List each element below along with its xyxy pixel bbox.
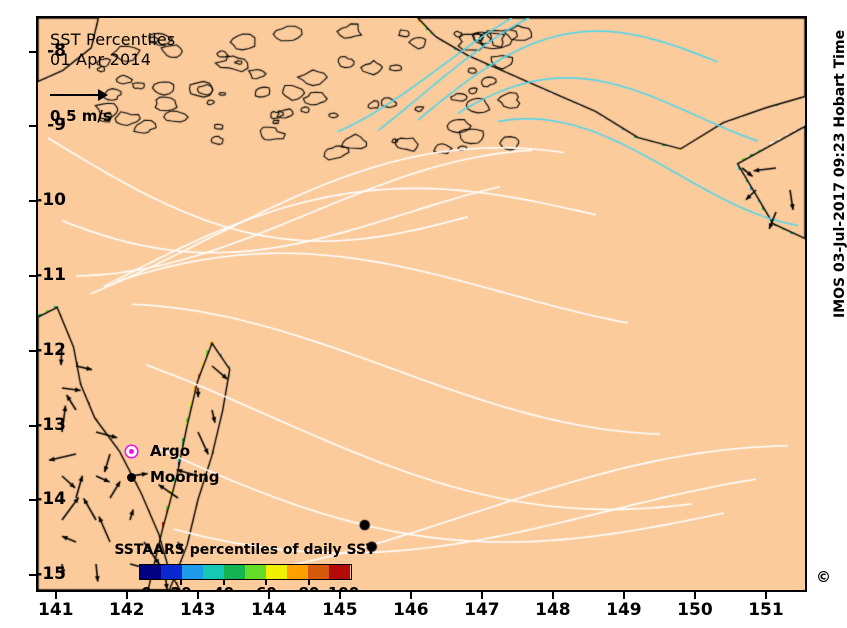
x-axis-tick-label: 141: [38, 600, 74, 620]
x-axis-tick: [338, 592, 341, 599]
y-axis-tick-label: -9: [47, 115, 66, 136]
sst-percentile-raster: [38, 18, 805, 590]
y-axis-tick-label: -10: [35, 190, 66, 211]
arrow-right-icon: [50, 88, 112, 102]
copyright-icon: ©: [816, 568, 831, 586]
colorbar-band-1: [160, 565, 182, 579]
y-axis-tick: [29, 125, 36, 128]
y-axis-tick-label: -15: [35, 564, 66, 585]
x-axis-tick: [409, 592, 412, 599]
y-axis-tick: [29, 499, 36, 502]
colorbar-band-4: [223, 565, 245, 579]
colorbar-tick: [180, 580, 183, 585]
colorbar-ticks: 0 20 40 60 80 100: [139, 580, 359, 590]
x-axis-tick: [196, 592, 199, 599]
x-axis-tick-label: 142: [109, 600, 145, 620]
x-axis-tick: [125, 592, 128, 599]
colorbar-tick: [222, 580, 225, 585]
colorbar-band-7: [287, 565, 309, 579]
legend-item-mooring: Mooring: [116, 464, 220, 490]
x-axis-tick-label: 144: [251, 600, 287, 620]
colorbar-tick-label: 100: [328, 584, 359, 590]
y-axis-tick: [29, 200, 36, 203]
y-axis-tick-label: -11: [35, 264, 66, 285]
legend-label-argo: Argo: [150, 442, 191, 460]
colorbar-band-9: [329, 565, 351, 579]
legend-label-mooring: Mooring: [150, 468, 220, 486]
colorbar-tick-label: 0: [141, 584, 151, 590]
colorbar-tick-label: 80: [298, 584, 319, 590]
map-date: 01 Apr 2014: [50, 50, 152, 69]
colorbar-band-6: [266, 565, 288, 579]
x-axis-tick-label: 147: [464, 600, 500, 620]
y-axis-tick: [29, 274, 36, 277]
x-axis-tick: [622, 592, 625, 599]
y-axis-tick: [29, 574, 36, 577]
x-axis-tick-label: 149: [606, 600, 642, 620]
vector-scale-key: 0.5 m/s: [50, 88, 200, 125]
mooring-icon: [116, 472, 146, 482]
y-axis-tick-label: -8: [47, 40, 66, 61]
y-axis-tick-label: -13: [35, 414, 66, 435]
colorbar-band-8: [308, 565, 330, 579]
x-axis-tick: [693, 592, 696, 599]
colorbar-band-2: [181, 565, 203, 579]
colorbar-tick: [265, 580, 268, 585]
y-axis-tick-label: -12: [35, 339, 66, 360]
colorbar-band-0: [139, 565, 161, 579]
map-plot-area: SST Percentiles 01 Apr 2014 0.5 m/s Argo: [36, 16, 807, 592]
x-axis-tick-label: 148: [535, 600, 571, 620]
x-axis-tick: [551, 592, 554, 599]
credit-text: IMOS 03-Jul-2017 09:23 Hobart Time: [832, 29, 847, 318]
colorbar-gradient: [138, 564, 352, 580]
page-title: SST Percentiles: [50, 30, 176, 49]
colorbar-band-5: [244, 565, 267, 579]
marker-legend: Argo Mooring: [116, 438, 220, 490]
x-axis-tick: [54, 592, 57, 599]
colorbar-band-3: [202, 565, 224, 579]
argo-float-icon: [116, 445, 146, 457]
y-axis-tick: [29, 50, 36, 53]
colorbar-tick-label: 40: [213, 584, 234, 590]
x-axis-tick: [267, 592, 270, 599]
map-title-block: SST Percentiles 01 Apr 2014: [50, 30, 175, 70]
y-axis-tick-label: -14: [35, 489, 66, 510]
colorbar: SSTAARS percentiles of daily SST 0 20 40 60…: [100, 542, 390, 590]
x-axis-tick: [764, 592, 767, 599]
legend-item-argo: Argo: [116, 438, 220, 464]
x-axis-tick-label: 143: [180, 600, 216, 620]
colorbar-tick-label: 20: [171, 584, 192, 590]
colorbar-tick-label: 60: [256, 584, 277, 590]
x-axis-tick-label: 145: [322, 600, 358, 620]
vector-scale-label: 0.5 m/s: [50, 107, 112, 125]
colorbar-tick: [307, 580, 310, 585]
x-axis-tick: [480, 592, 483, 599]
colorbar-title: SSTAARS percentiles of daily SST: [114, 542, 376, 558]
x-axis-tick-label: 146: [393, 600, 429, 620]
x-axis-tick-label: 150: [677, 600, 713, 620]
x-axis-tick-label: 151: [748, 600, 784, 620]
y-axis-tick: [29, 424, 36, 427]
y-axis-tick: [29, 349, 36, 352]
